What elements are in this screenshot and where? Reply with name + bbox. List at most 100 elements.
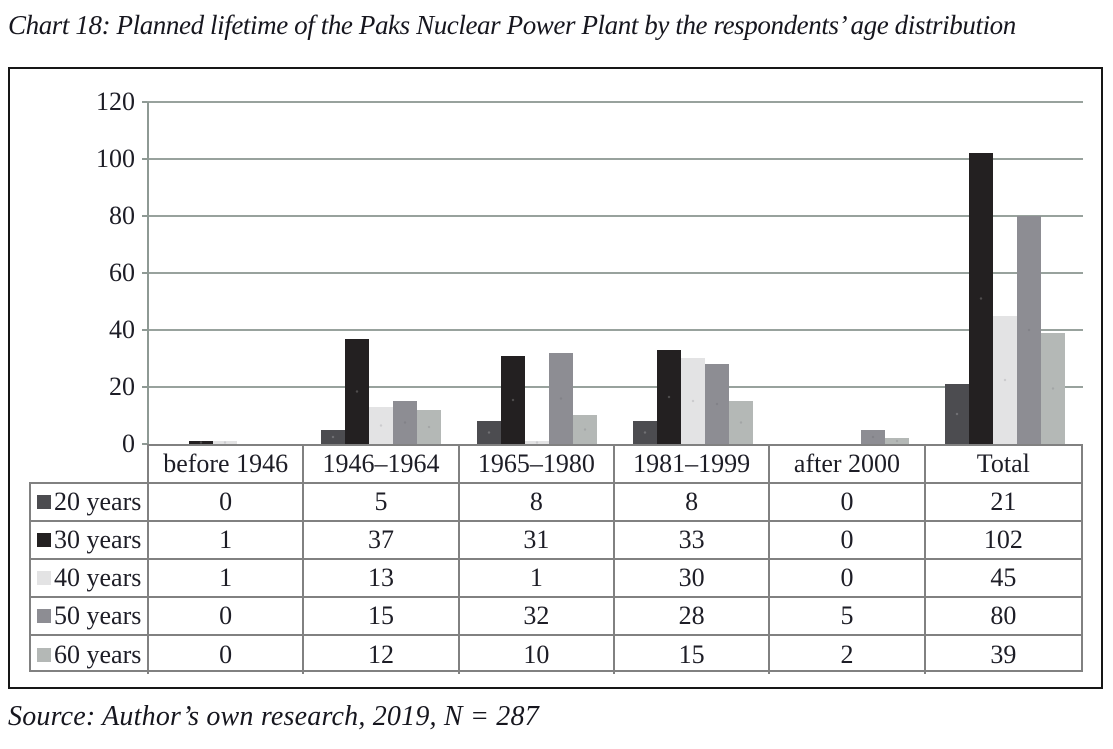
bar-20-years-3 [477, 421, 501, 444]
bar-30-years-3 [501, 356, 525, 444]
y-axis-tick-label: 0 [122, 429, 135, 458]
y-axis-tick-label: 60 [109, 258, 135, 287]
table-cell: 5 [770, 598, 926, 636]
bar-50-years-3 [549, 353, 573, 444]
bar-20-years-6 [945, 384, 969, 444]
y-axis-tick-label: 120 [96, 87, 135, 116]
table-cell: 2 [770, 636, 926, 674]
legend-cell-60-years: 60 years [31, 636, 149, 674]
table-cell: 12 [304, 636, 460, 674]
table-cell: 0 [770, 484, 926, 522]
bar-30-years-6 [969, 153, 993, 444]
legend-label: 50 years [54, 601, 142, 630]
legend-swatch [37, 533, 51, 547]
bar-50-years-4 [705, 364, 729, 444]
y-axis-tick [142, 215, 147, 217]
bar-50-years-5 [861, 430, 885, 444]
category-header-cell: Total [976, 449, 1030, 478]
category-header-cell: 1965–1980 [460, 446, 615, 482]
bar-40-years-1 [213, 441, 237, 444]
figure-frame: 0 20 40 60 80 100 120 before 1946 1946–1964 1965… [8, 67, 1103, 689]
bar-40-years-6 [993, 316, 1017, 444]
table-cell: 15 [615, 636, 771, 674]
table-cell: 37 [304, 522, 460, 560]
category-header-cell: 1981–1999 [615, 446, 771, 482]
legend-swatch [37, 495, 51, 509]
bar-60-years-6 [1041, 333, 1065, 444]
table-cell: 1 [459, 560, 615, 598]
gridline [147, 272, 1083, 274]
bar-30-years-1 [189, 441, 213, 444]
bar-20-years-2 [321, 430, 345, 444]
bar-60-years-2 [417, 410, 441, 444]
gridline [147, 158, 1083, 160]
bar-50-years-6 [1017, 216, 1041, 444]
table-cell: 39 [990, 640, 1017, 669]
bar-60-years-3 [573, 415, 597, 444]
table-cell: 8 [614, 484, 771, 522]
table-cell: 5 [304, 484, 460, 522]
bar-20-years-4 [633, 421, 657, 444]
table-cell: 45 [925, 560, 1081, 598]
bar-60-years-5 [885, 438, 909, 444]
legend-cell-50-years: 50 years [31, 598, 149, 636]
y-axis-tick [142, 158, 147, 160]
legend-swatch [37, 609, 51, 623]
table-cell: 21 [925, 484, 1081, 522]
table-cell: 32 [459, 598, 615, 636]
table-cell: 10 [460, 636, 615, 674]
chart-title: Chart 18: Planned lifetime of the Paks N… [8, 10, 1016, 40]
legend-swatch [37, 648, 51, 662]
y-axis-tick [142, 101, 147, 103]
table-cell: 80 [925, 598, 1081, 636]
table-cell: 0 [149, 598, 305, 636]
table-cell: 1 [149, 560, 305, 598]
table-cell: 28 [614, 598, 771, 636]
bar-30-years-2 [345, 339, 369, 444]
table-cell: 102 [925, 522, 1081, 560]
gridline [147, 215, 1083, 217]
bar-40-years-4 [681, 358, 705, 444]
bar-40-years-2 [369, 407, 393, 444]
bar-40-years-3 [525, 441, 549, 444]
y-axis-tick [142, 329, 147, 331]
legend-cell-40-years: 40 years [31, 560, 149, 598]
y-axis-tick [142, 443, 147, 445]
y-axis-tick-label: 40 [109, 315, 135, 344]
y-axis-tick-label: 20 [109, 372, 135, 401]
table-cell: 13 [304, 560, 460, 598]
legend-label: 20 years [54, 487, 142, 516]
table-cell: 8 [459, 484, 615, 522]
table-cell: 0 [149, 636, 305, 674]
table-cell: 31 [459, 522, 615, 560]
source-note: Source: Author’s own research, 2019, N =… [8, 701, 539, 732]
y-axis-tick-label: 80 [109, 201, 135, 230]
legend-swatch [37, 571, 51, 585]
legend-label: 40 years [54, 563, 142, 592]
category-header-cell: 1946–1964 [304, 446, 460, 482]
legend-cell-20-years: 20 years [31, 484, 149, 522]
y-axis-tick [142, 272, 147, 274]
table-cell: 33 [614, 522, 771, 560]
bar-50-years-2 [393, 401, 417, 444]
table-cell: 30 [614, 560, 771, 598]
category-header-row: before 1946 1946–1964 1965–1980 1981–1999 af… [147, 444, 1083, 482]
table-cell: 0 [770, 522, 926, 560]
y-axis-line [147, 102, 149, 444]
y-axis-tick-label: 100 [96, 144, 135, 173]
category-header-cell: after 2000 [770, 446, 926, 482]
table-cell: 15 [304, 598, 460, 636]
gridline [147, 386, 1083, 388]
bar-30-years-4 [657, 350, 681, 444]
bar-60-years-4 [729, 401, 753, 444]
gridline [147, 101, 1083, 103]
category-header-cell: before 1946 [149, 446, 305, 482]
table-cell: 1 [149, 522, 305, 560]
legend-label: 30 years [54, 525, 142, 554]
legend-label: 60 years [54, 640, 142, 669]
data-table: 20 years 0 5 8 8 0 21 30 years 1 37 31 33 0 102 40 yea… [29, 482, 1083, 674]
y-axis-tick [142, 386, 147, 388]
table-cell: 0 [149, 484, 305, 522]
legend-cell-30-years: 30 years [31, 522, 149, 560]
